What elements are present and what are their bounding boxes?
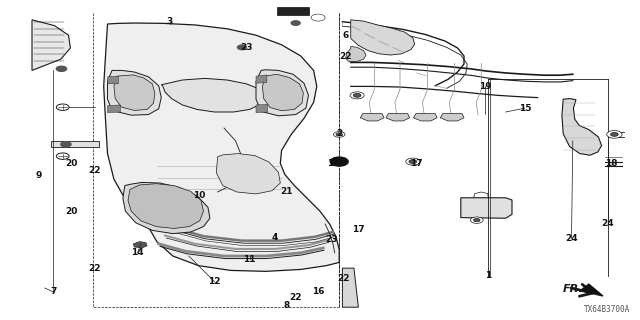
Text: 4: 4	[272, 233, 278, 242]
Text: 22: 22	[88, 264, 101, 273]
Text: 6: 6	[342, 31, 349, 40]
Text: 2: 2	[336, 129, 342, 138]
Circle shape	[611, 132, 618, 136]
Circle shape	[291, 21, 300, 25]
Polygon shape	[256, 70, 308, 116]
Text: TX64B3700A: TX64B3700A	[584, 305, 630, 314]
Circle shape	[353, 93, 361, 97]
Circle shape	[333, 132, 345, 137]
Circle shape	[350, 92, 364, 99]
Polygon shape	[346, 46, 366, 61]
Text: 12: 12	[208, 277, 221, 286]
Polygon shape	[114, 75, 155, 110]
Text: 24: 24	[602, 220, 614, 228]
Text: 16: 16	[312, 287, 324, 296]
Text: 20: 20	[65, 207, 78, 216]
Polygon shape	[161, 78, 264, 112]
Polygon shape	[262, 74, 303, 111]
Text: 14: 14	[131, 248, 144, 257]
Polygon shape	[256, 75, 267, 83]
Text: 7: 7	[50, 287, 56, 296]
Text: 3: 3	[166, 17, 173, 26]
Text: 17: 17	[410, 159, 422, 168]
Text: 13: 13	[326, 159, 339, 168]
Circle shape	[314, 16, 322, 20]
Text: 8: 8	[284, 301, 290, 310]
Polygon shape	[351, 20, 415, 55]
Polygon shape	[128, 184, 204, 228]
Text: 18: 18	[605, 159, 618, 168]
Circle shape	[56, 104, 69, 110]
Polygon shape	[216, 154, 280, 194]
Circle shape	[607, 131, 622, 138]
Circle shape	[330, 157, 348, 166]
Circle shape	[56, 153, 69, 159]
Text: 22: 22	[337, 274, 350, 283]
Polygon shape	[133, 242, 147, 248]
Circle shape	[56, 66, 67, 71]
Circle shape	[336, 133, 342, 136]
Polygon shape	[123, 182, 210, 234]
Text: 11: 11	[243, 255, 256, 264]
Polygon shape	[562, 99, 602, 155]
Circle shape	[406, 158, 420, 165]
Circle shape	[311, 14, 325, 21]
Text: 19: 19	[479, 82, 492, 91]
Circle shape	[237, 45, 246, 50]
Text: 23: 23	[240, 43, 253, 52]
Polygon shape	[580, 284, 603, 296]
Polygon shape	[108, 70, 161, 115]
Polygon shape	[342, 268, 358, 307]
Polygon shape	[256, 104, 268, 113]
FancyBboxPatch shape	[277, 7, 309, 15]
Polygon shape	[440, 114, 464, 121]
Polygon shape	[360, 114, 384, 121]
Text: 22: 22	[289, 293, 302, 302]
Text: 21: 21	[280, 187, 293, 196]
Circle shape	[409, 160, 417, 164]
Polygon shape	[104, 23, 339, 271]
Text: 23: 23	[325, 235, 338, 244]
Polygon shape	[386, 114, 410, 121]
Polygon shape	[413, 114, 437, 121]
Text: 10: 10	[193, 191, 206, 200]
Circle shape	[470, 217, 483, 223]
Polygon shape	[51, 141, 99, 147]
Text: FR.: FR.	[563, 284, 584, 294]
Text: 9: 9	[35, 171, 42, 180]
Text: 20: 20	[65, 159, 78, 168]
Text: 1: 1	[485, 271, 492, 280]
Text: 15: 15	[518, 104, 531, 113]
Text: 22: 22	[339, 52, 352, 60]
Text: 17: 17	[352, 225, 365, 234]
Polygon shape	[461, 198, 512, 218]
Polygon shape	[32, 20, 70, 70]
Polygon shape	[108, 105, 120, 113]
Text: 24: 24	[565, 234, 578, 243]
Polygon shape	[108, 76, 118, 84]
Circle shape	[474, 219, 480, 222]
Circle shape	[61, 142, 71, 147]
Text: 22: 22	[88, 166, 101, 175]
